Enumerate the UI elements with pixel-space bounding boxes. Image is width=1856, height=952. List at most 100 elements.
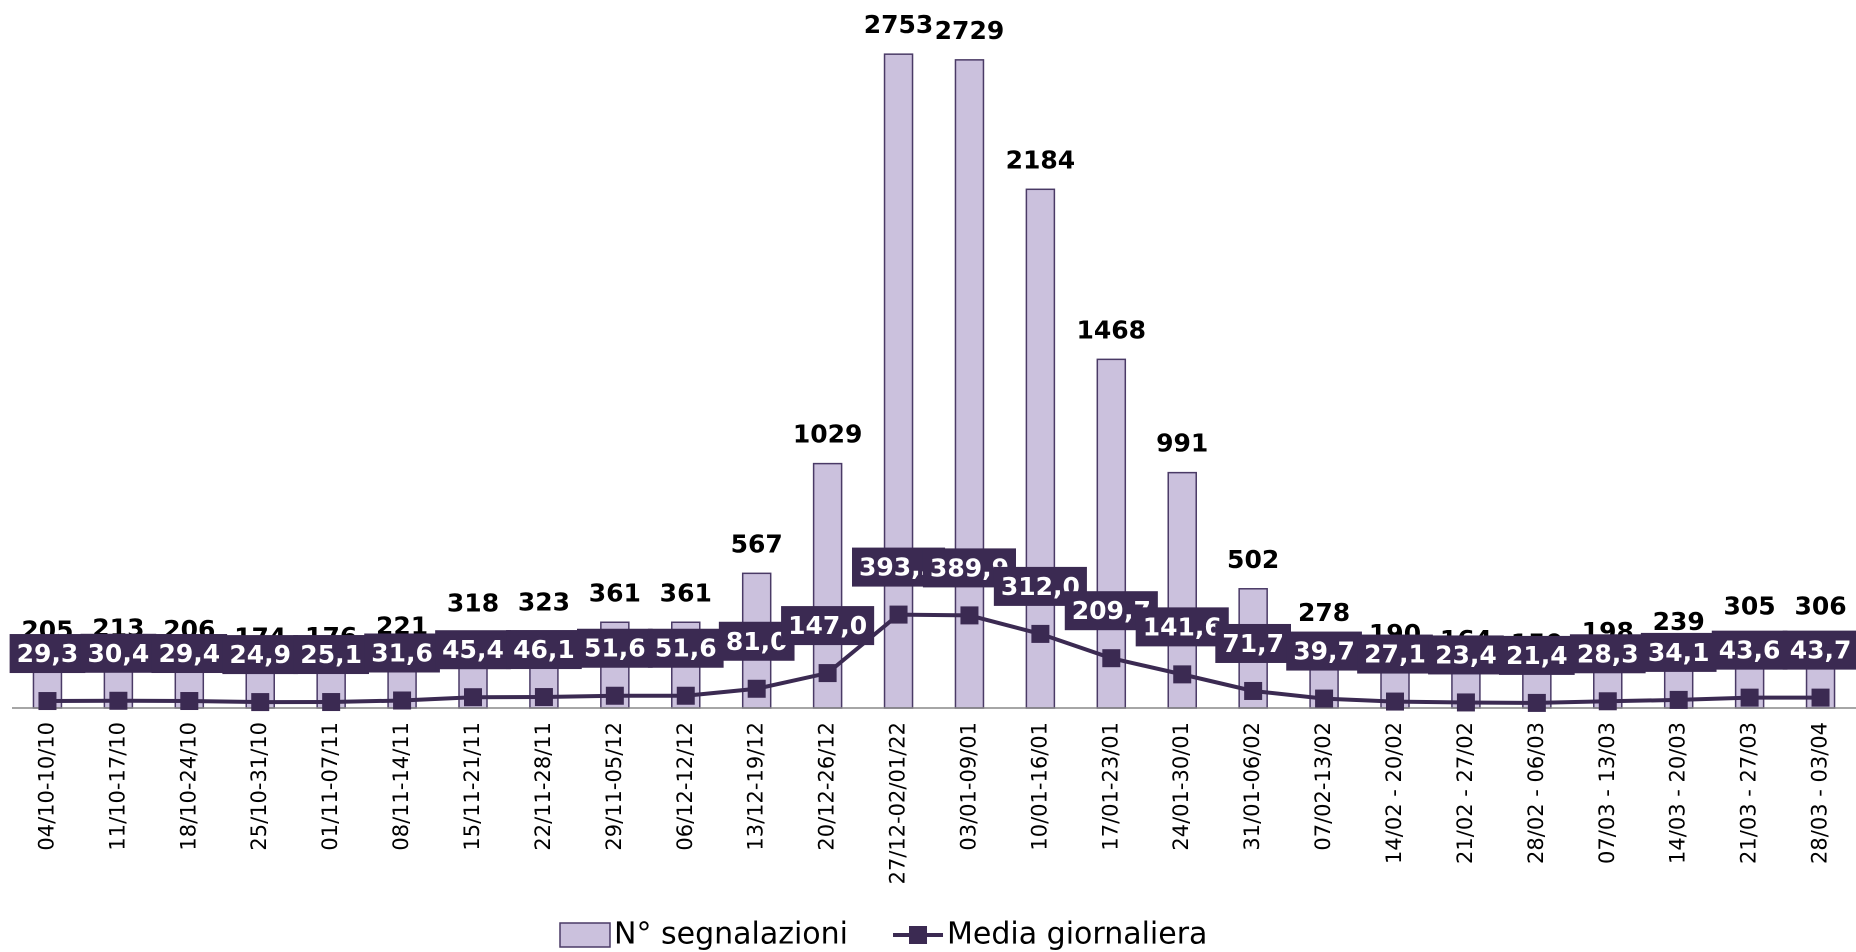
line-value-box [80, 633, 157, 673]
bar-value-label: 2729 [935, 16, 1005, 45]
line-value-box [647, 628, 724, 668]
x-tick-label: 10/01-16/01 [1027, 722, 1051, 851]
line-marker [534, 688, 553, 707]
bar-value-label: 1029 [793, 420, 863, 449]
x-tick-label: 31/01-06/02 [1240, 722, 1264, 851]
line-marker [180, 692, 199, 711]
x-tick-label: 28/03 - 03/04 [1808, 722, 1832, 864]
line-value-box [1428, 635, 1504, 675]
line-marker [1456, 693, 1475, 712]
line-value-label: 34,1 [1648, 638, 1710, 667]
bar-value-label: 318 [447, 588, 499, 617]
bar-value-label: 567 [731, 529, 783, 558]
bar-value-label: 278 [1298, 598, 1350, 627]
line-value-label: 46,1 [513, 635, 575, 664]
line-value-label: 43,6 [1719, 636, 1781, 665]
line-value-box [1499, 635, 1575, 675]
x-tick-label: 14/02 - 20/02 [1382, 722, 1406, 864]
line [47, 612, 1821, 705]
x-tick-label: 27/12-02/01/22 [886, 722, 910, 884]
bar-value-label: 2184 [1006, 145, 1076, 174]
line-marker [1527, 693, 1546, 712]
x-tick-label: 28/02 - 06/03 [1524, 722, 1548, 864]
x-tick-label: 18/10-24/10 [176, 722, 200, 851]
line-marker [1386, 692, 1404, 711]
legend-swatch [559, 922, 611, 948]
line-value-box [506, 630, 582, 670]
x-tick-label: 11/10-17/10 [105, 722, 129, 851]
bar-value-label: 305 [1724, 592, 1776, 621]
line-value-box [1135, 607, 1229, 647]
x-tick-label: 22/11-28/11 [531, 722, 555, 851]
line-marker [889, 605, 908, 624]
line-marker [1811, 688, 1830, 707]
bar [883, 53, 914, 709]
line-marker [1740, 688, 1759, 707]
line-value-label: 43,7 [1790, 636, 1852, 665]
line-value-box [1569, 634, 1646, 674]
line-value-box [1640, 632, 1717, 672]
legend-label: N° segnalazioni [614, 917, 848, 952]
x-tick-label: 08/11-14/11 [389, 722, 413, 851]
bar-value-label: 991 [1156, 429, 1208, 458]
line-marker [322, 693, 341, 712]
x-tick-label: 03/01-09/01 [956, 722, 980, 851]
line-value-label: 24,9 [229, 640, 291, 669]
line-value-label: 45,4 [442, 635, 504, 664]
line-marker [747, 679, 766, 698]
bar-value-label: 306 [1794, 591, 1846, 620]
line-value-label: 147,0 [788, 611, 867, 640]
line-value-box [293, 635, 369, 675]
line-marker [1598, 692, 1617, 711]
line-marker [38, 692, 57, 711]
line-value-label: 28,3 [1577, 639, 1639, 668]
line-value-label: 51,6 [655, 634, 717, 663]
line-value-label: 81,0 [726, 627, 788, 656]
line-marker [1244, 681, 1263, 700]
bar-value-label: 502 [1227, 545, 1279, 574]
line-marker [1669, 690, 1688, 709]
line-marker [818, 664, 837, 683]
line-marker [1315, 689, 1334, 708]
x-tick-label: 20/12-26/12 [815, 722, 839, 851]
line-marker [676, 686, 695, 705]
x-tick-label: 24/01-30/01 [1169, 722, 1193, 851]
x-tick-label: 06/12-12/12 [673, 722, 697, 851]
line-marker [1031, 624, 1050, 643]
bar [1025, 188, 1056, 709]
line-value-box [781, 606, 875, 646]
x-tick-label: 21/02 - 27/02 [1453, 722, 1477, 864]
x-tick-label: 01/11-07/11 [318, 722, 342, 851]
line-value-label: 39,7 [1293, 637, 1355, 666]
line-marker [393, 691, 412, 710]
legend-marker [909, 926, 928, 944]
line-marker [464, 688, 482, 707]
line-value-box [435, 630, 511, 670]
line-value-label: 25,1 [300, 640, 362, 669]
line-marker [109, 691, 128, 710]
x-tick-label: 15/11-21/11 [460, 722, 484, 851]
x-tick-label: 13/12-19/12 [744, 722, 768, 851]
line-value-box [222, 635, 299, 675]
line-value-box [1782, 630, 1856, 670]
line-marker [960, 606, 979, 625]
line-value-box [9, 634, 86, 674]
line-value-label: 23,4 [1435, 640, 1497, 669]
x-tick-label: 21/03 - 27/03 [1737, 722, 1761, 864]
line-value-box [1286, 631, 1362, 671]
line-marker [605, 686, 624, 705]
line-value-label: 30,4 [88, 639, 150, 668]
x-tick-label: 29/11-05/12 [602, 722, 626, 851]
x-tick-label: 14/03 - 20/03 [1666, 722, 1690, 864]
line-marker [251, 693, 270, 712]
x-tick-label: 17/01-23/01 [1098, 722, 1122, 851]
x-tick-label: 07/02-13/02 [1311, 722, 1335, 851]
line-value-box [1215, 623, 1291, 663]
line-value-box [1711, 630, 1788, 670]
line-value-label: 29,3 [17, 639, 79, 668]
x-tick-label: 25/10-31/10 [247, 722, 271, 851]
bar-value-label: 323 [518, 587, 570, 616]
line-marker [1173, 665, 1192, 684]
bar-value-label: 1468 [1077, 315, 1147, 344]
